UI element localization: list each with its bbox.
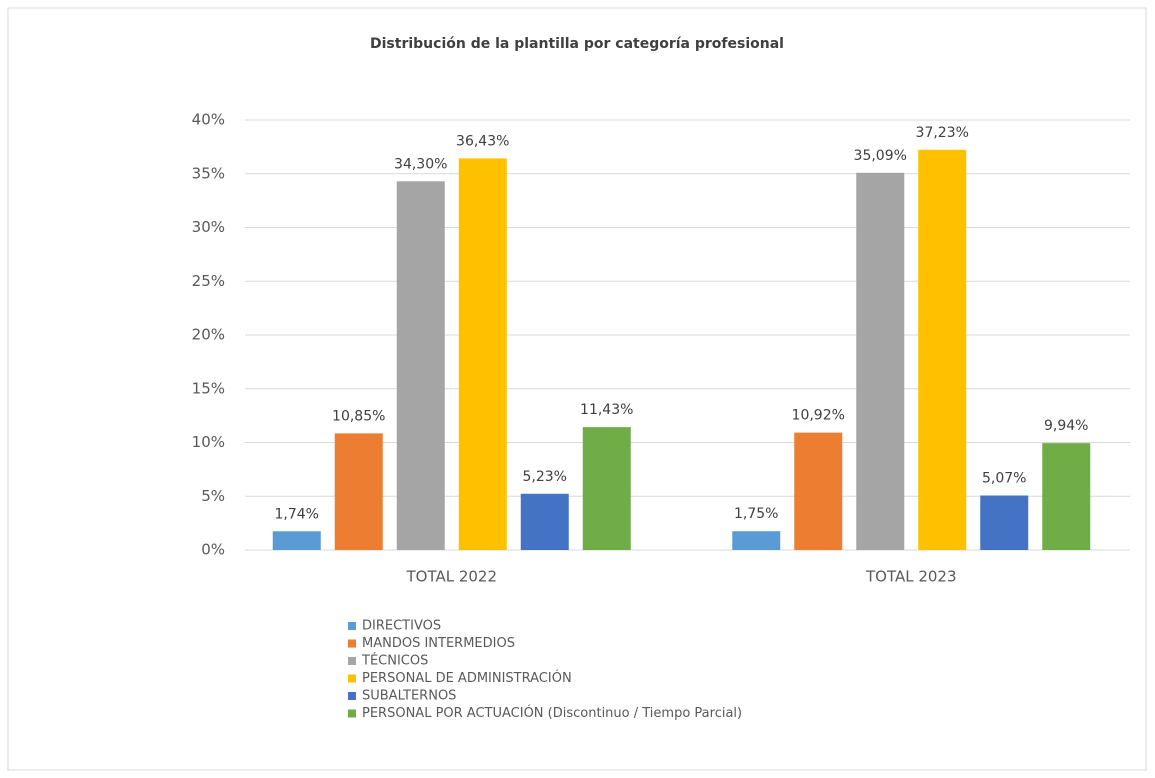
bar <box>334 433 383 550</box>
y-tick-label: 10% <box>192 433 225 451</box>
value-label: 10,92% <box>792 408 845 424</box>
value-label: 37,23% <box>916 125 969 141</box>
y-tick-label: 0% <box>201 541 225 559</box>
legend-swatch <box>348 657 356 665</box>
value-label: 35,09% <box>854 148 907 164</box>
y-tick-label: 40% <box>192 111 225 129</box>
legend-swatch <box>348 622 356 630</box>
bar <box>732 531 781 550</box>
bar <box>272 531 321 550</box>
x-tick-label: TOTAL 2023 <box>865 568 957 586</box>
value-label: 1,74% <box>275 506 319 522</box>
legend-label: SUBALTERNOS <box>362 689 456 704</box>
value-label: 10,85% <box>332 408 385 424</box>
bar <box>1042 443 1091 550</box>
bar <box>794 432 843 550</box>
legend-label: TÉCNICOS <box>361 653 428 669</box>
bar <box>918 149 967 550</box>
bar <box>520 493 569 550</box>
legend-label: DIRECTIVOS <box>362 619 441 634</box>
x-tick-label: TOTAL 2022 <box>405 568 497 586</box>
legend-swatch <box>348 674 356 683</box>
value-label: 5,23% <box>523 469 567 485</box>
bar <box>582 427 631 550</box>
bar <box>458 158 507 550</box>
legend-label: MANDOS INTERMEDIOS <box>362 636 515 651</box>
y-tick-label: 20% <box>192 326 225 344</box>
legend-label: PERSONAL POR ACTUACIÓN (Discontinuo / Ti… <box>362 705 742 721</box>
value-label: 34,30% <box>394 156 447 172</box>
value-label: 11,43% <box>580 402 633 418</box>
legend-label: PERSONAL DE ADMINISTRACIÓN <box>362 670 572 686</box>
y-tick-label: 15% <box>192 379 225 397</box>
value-label: 1,75% <box>734 506 778 522</box>
chart-title: Distribución de la plantilla por categor… <box>370 36 784 52</box>
y-tick-label: 30% <box>192 218 225 236</box>
value-label: 5,07% <box>982 470 1026 486</box>
y-tick-label: 25% <box>192 272 225 290</box>
legend-swatch <box>348 709 356 718</box>
legend-swatch <box>348 639 356 648</box>
y-tick-label: 35% <box>192 164 225 182</box>
bar <box>980 495 1029 550</box>
bar <box>396 181 445 550</box>
value-label: 9,94% <box>1044 418 1088 434</box>
value-label: 36,43% <box>456 133 509 149</box>
bar <box>856 172 905 550</box>
legend-swatch <box>348 692 356 700</box>
y-tick-label: 5% <box>201 487 225 505</box>
